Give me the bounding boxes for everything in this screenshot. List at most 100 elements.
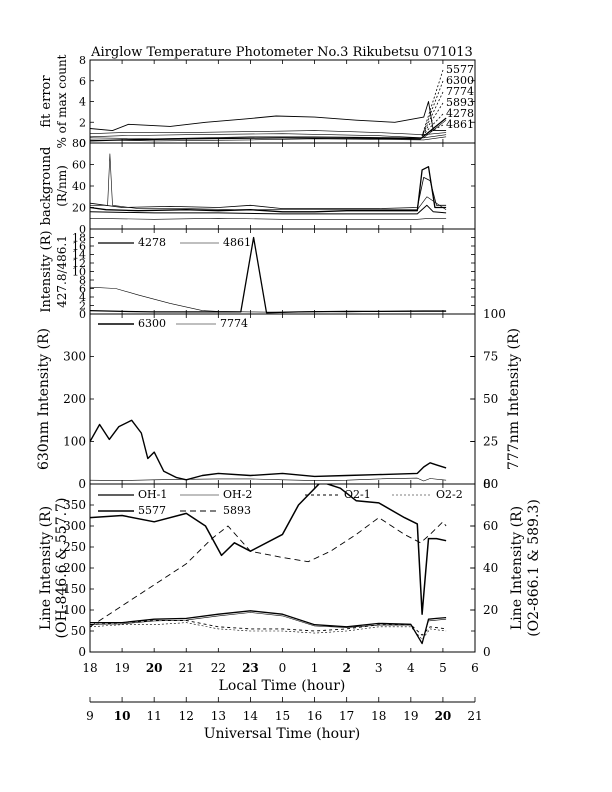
y-tick-label: 40 — [72, 180, 86, 193]
y-tick-label: 50 — [71, 624, 86, 638]
series-line-O2-1 — [90, 620, 447, 636]
universal-time-axis-title: Universal Time (hour) — [204, 726, 361, 742]
series-group — [90, 236, 447, 314]
y-tick-label: 4 — [79, 96, 86, 109]
y-tick-label: 6 — [79, 75, 86, 88]
series-line-background-2 — [90, 177, 447, 209]
universal-time-tick-label: 13 — [211, 709, 226, 723]
y-axis-title-line2: (R/nm) — [55, 165, 69, 207]
right-y-axis-title: 777nm Intensity (R) — [506, 328, 522, 470]
legend-entry-5893: 5893 — [446, 96, 474, 109]
series-line-6300 — [90, 119, 447, 139]
y-axis-title-line1: fit error — [39, 75, 54, 128]
universal-time-tick-label: 9 — [86, 709, 94, 723]
y-axis-title-line1: Line Intensity (R) — [38, 506, 54, 630]
x-axis-labels: 18 19 20 21 22 23 0 1 2 3 4 5 69 10 11 12 13 14 15 16 17 18 19… — [82, 661, 482, 723]
legend-leader — [421, 113, 444, 137]
right-y-tick-label: 60 — [483, 519, 498, 533]
legend-red-intensity: 6300 7774 — [98, 317, 248, 330]
series-group — [90, 101, 447, 142]
right-y-tick-label: 0 — [483, 477, 491, 491]
series-line-4278 — [90, 136, 447, 142]
legend-entry-5577: 5577 — [446, 63, 474, 76]
chart-title: Airglow Temperature Photometer No.3 Riku… — [90, 45, 473, 60]
y-axis-title-line2: (OH-846.6 & 557.7) — [54, 498, 70, 639]
right-y-tick-label: 20 — [483, 603, 498, 617]
legend-entry-4278: 4278 — [446, 107, 474, 120]
local-time-tick-label: 4 — [407, 661, 415, 675]
y-tick-label: 6 — [79, 283, 86, 296]
y-tick-label: 14 — [72, 249, 86, 262]
y-tick-label: 100 — [63, 435, 86, 449]
y-tick-label: 10 — [72, 266, 86, 279]
universal-time-tick-label: 20 — [435, 709, 452, 723]
right-y-axis-title-line1: Line Intensity (R) — [509, 506, 525, 630]
y-tick-label: 0 — [78, 477, 86, 491]
legend-entry-OH-1: OH-1 — [138, 488, 167, 501]
legend-leader — [421, 91, 444, 137]
local-time-tick-label: 19 — [114, 661, 129, 675]
local-time-tick-label: 0 — [279, 661, 287, 675]
legend-entry-7774: 7774 — [446, 85, 474, 98]
y-tick-label: 100 — [63, 603, 86, 617]
local-time-tick-label: 1 — [311, 661, 319, 675]
right-y-tick-label: 80 — [483, 477, 498, 491]
local-time-tick-label: 22 — [211, 661, 226, 675]
y-tick-label: 2 — [79, 300, 86, 313]
local-time-tick-label: 18 — [82, 661, 97, 675]
y-tick-label: 200 — [63, 561, 86, 575]
right-y-tick-label: 50 — [483, 392, 498, 406]
series-line-OH-1 — [90, 610, 447, 645]
y-tick-label: 8 — [79, 274, 86, 287]
legend-leader — [421, 69, 444, 137]
y-tick-label: 0 — [79, 223, 86, 236]
y-axis-title: 630nm Intensity (R) — [36, 328, 52, 470]
legend-entry-4278: 4278 — [138, 236, 166, 249]
y-tick-label: 0 — [79, 137, 86, 150]
series-line-background-3 — [90, 153, 447, 210]
series-line-4861 — [90, 286, 447, 313]
universal-time-tick-label: 16 — [307, 709, 322, 723]
y-tick-label: 18 — [72, 232, 86, 245]
series-group — [90, 484, 447, 645]
y-tick-label: 2 — [79, 116, 86, 129]
local-time-tick-label: 21 — [179, 661, 194, 675]
panel-red-intensity: 0 100 200 300 0 25 50 75 100 630nm Intensity (R) 7… — [36, 307, 522, 491]
y-tick-label: 300 — [63, 350, 86, 364]
local-time-tick-label: 3 — [375, 661, 383, 675]
universal-time-tick-label: 11 — [147, 709, 162, 723]
right-y-tick-label: 25 — [483, 435, 498, 449]
local-time-tick-label: 23 — [242, 661, 259, 675]
y-tick-label: 200 — [63, 392, 86, 406]
legend-leader — [421, 80, 444, 137]
series-line-background-1 — [90, 166, 447, 213]
y-axis-title-line1: Intensity (R) — [39, 230, 54, 312]
panel-line-intensity: 0 50 100 150 200 250 300 350 0 20 40 60 80 Line Inten… — [38, 477, 542, 659]
legend-entry-7774: 7774 — [220, 317, 248, 330]
legend-entry-6300: 6300 — [446, 74, 474, 87]
local-time-axis-title: Local Time (hour) — [219, 678, 346, 694]
series-line-OH-2 — [90, 612, 447, 644]
series-line-O2-2 — [90, 622, 447, 640]
universal-time-tick-label: 19 — [403, 709, 418, 723]
local-time-tick-label: 6 — [471, 661, 479, 675]
universal-time-tick-label: 17 — [339, 709, 354, 723]
y-tick-label: 300 — [63, 519, 86, 533]
legend-entry-5893: 5893 — [223, 504, 251, 517]
y-tick-label: 16 — [72, 240, 86, 253]
legend-entry-O2-1: O2-1 — [344, 488, 371, 501]
series-line-5893 — [90, 130, 447, 135]
panel-background: 0 20 40 60 80 background (R/nm) — [39, 137, 476, 236]
series-line-background-4 — [90, 204, 447, 215]
series-line-6300 — [90, 419, 447, 481]
legend-entry-4861: 4861 — [223, 236, 251, 249]
universal-time-tick-label: 14 — [243, 709, 259, 723]
universal-time-tick-label: 12 — [179, 709, 194, 723]
universal-time-tick-label: 15 — [275, 709, 290, 723]
series-line-5577 — [90, 484, 447, 615]
panel-frame — [89, 142, 476, 230]
y-tick-label: 4 — [79, 291, 86, 304]
